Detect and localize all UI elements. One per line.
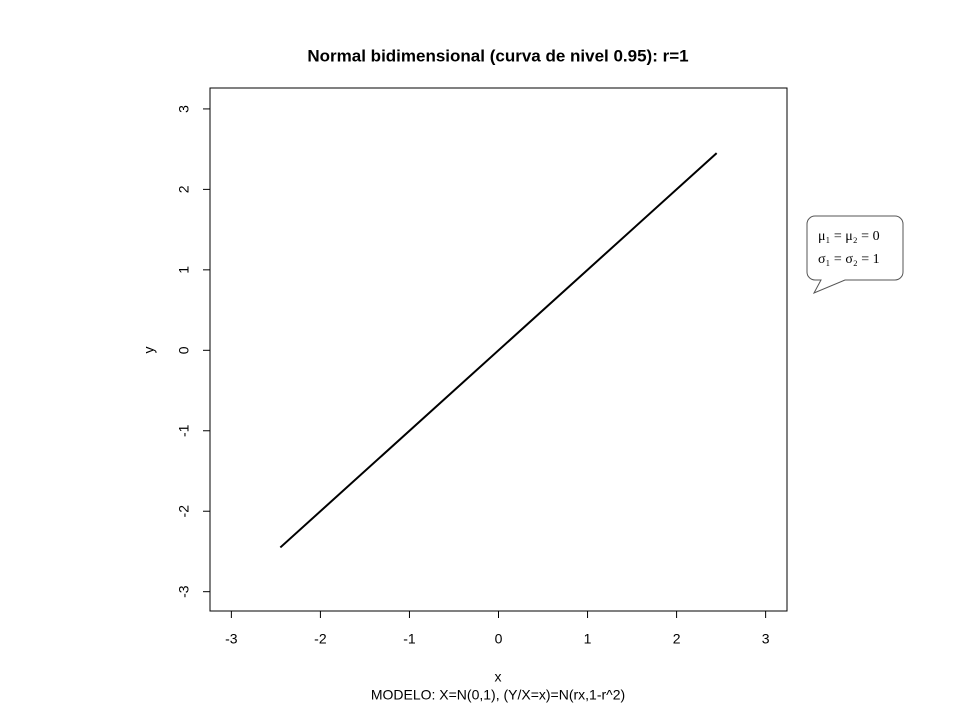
x-tick-label: 1 (584, 631, 592, 647)
y-tick-label: 3 (176, 105, 192, 113)
footer: MODELO: X=N(0,1), (Y/X=x)=N(rx,1-r^2) (371, 687, 625, 703)
x-tick-label: 3 (762, 631, 770, 647)
y-tick-label: 2 (176, 185, 192, 193)
y-axis-label: y (141, 347, 157, 354)
y-tick-label: -2 (176, 505, 192, 518)
y-tick-label: 0 (176, 346, 192, 354)
x-tick-label: 2 (673, 631, 681, 647)
y-tick-label: -1 (176, 424, 192, 437)
x-tick-label: -3 (225, 631, 238, 647)
annotation-line: μ₁ = μ₂ = 0 (818, 229, 880, 244)
y-tick-label: -3 (176, 585, 192, 598)
x-tick-label: 0 (495, 631, 503, 647)
y-tick-label: 1 (176, 266, 192, 274)
data-line (279, 152, 718, 549)
x-tick-label: -2 (314, 631, 327, 647)
x-axis-label: x (495, 669, 502, 685)
chart-title: Normal bidimensional (curva de nivel 0.9… (307, 46, 688, 65)
callout-bubble (806, 215, 904, 295)
annotation-line: σ₁ = σ₂ = 1 (818, 252, 880, 267)
x-tick-label: -1 (403, 631, 416, 647)
